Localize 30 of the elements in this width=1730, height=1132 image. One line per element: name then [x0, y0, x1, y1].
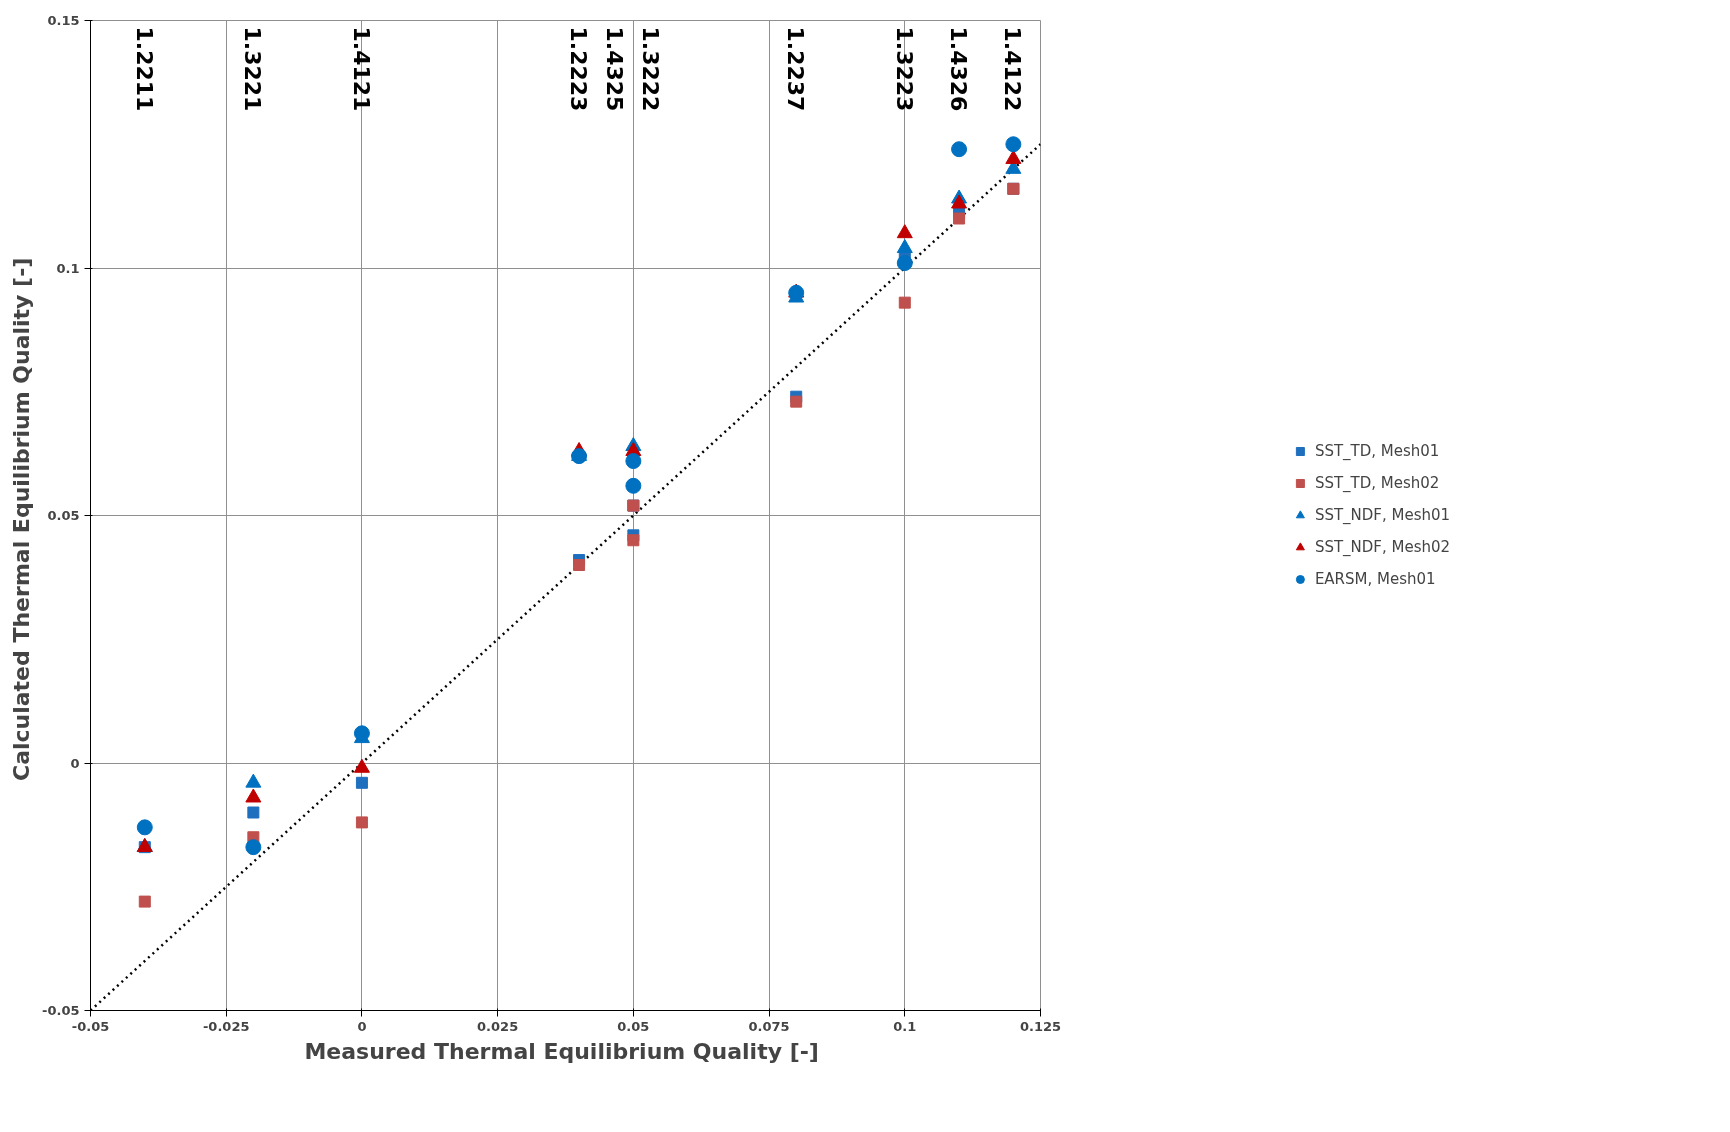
- annotation: 1.2223: [566, 26, 592, 112]
- y-tick-label: 0.15: [47, 13, 80, 28]
- x-tick-label: -0.05: [71, 1018, 110, 1034]
- annotation: 1.4325: [602, 26, 628, 112]
- legend-label: EARSM, Mesh01: [1314, 570, 1436, 588]
- y-tick-label: 0.1: [56, 260, 80, 276]
- x-tick-label: 0.05: [617, 1018, 650, 1034]
- annotation: 1.2211: [131, 26, 157, 112]
- annotation: 1.4121: [348, 26, 374, 112]
- legend-label: SST_NDF, Mesh01: [1314, 506, 1451, 524]
- annotation: 1.4122: [1000, 26, 1026, 112]
- x-axis-title: Measured Thermal Equilibrium Quality [-]: [304, 1038, 819, 1064]
- x-tick-label: -0.025: [202, 1018, 250, 1034]
- y-tick-label: 0.05: [47, 508, 80, 523]
- x-tick-label: 0.125: [1019, 1018, 1062, 1034]
- x-tick-label: 0.1: [893, 1018, 917, 1034]
- y-tick-label: 0: [70, 755, 80, 771]
- x-tick-label: 0.075: [748, 1018, 790, 1034]
- legend-label: SST_NDF, Mesh02: [1314, 538, 1451, 556]
- y-tick-label: -0.05: [42, 1003, 80, 1018]
- annotation: 1.3223: [891, 26, 917, 112]
- legend-label: SST_TD, Mesh02: [1314, 474, 1440, 492]
- annotation: 1.3222: [638, 26, 664, 112]
- legend-label: SST_TD, Mesh01: [1314, 442, 1440, 460]
- y-axis-title: Calculated Thermal Equilibrium Quality [-]: [9, 257, 35, 782]
- annotation: 1.3221: [240, 26, 266, 112]
- x-tick-label: 0.025: [477, 1018, 519, 1034]
- annotation: 1.2237: [783, 26, 809, 112]
- annotation: 1.4326: [946, 26, 972, 112]
- x-tick-label: 0: [357, 1018, 367, 1034]
